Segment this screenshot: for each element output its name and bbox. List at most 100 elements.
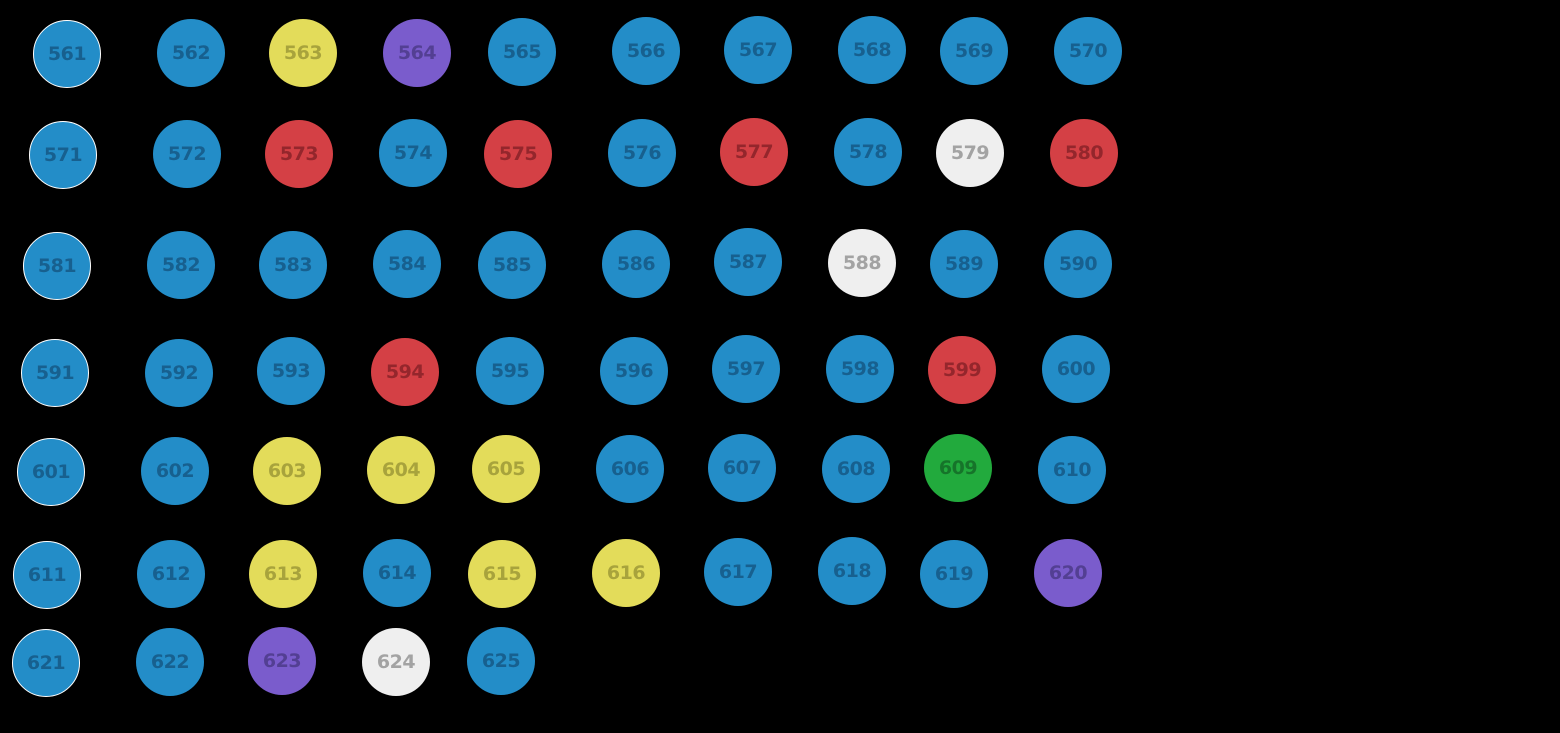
number-ball-blue[interactable]: 572 [153,120,221,188]
number-ball-blue[interactable]: 576 [608,119,676,187]
ball-number-label: 598 [840,358,880,380]
number-ball-white[interactable]: 624 [362,628,430,696]
number-ball-blue[interactable]: 561 [33,20,101,88]
number-ball-blue[interactable]: 625 [467,627,535,695]
ball-number-label: 600 [1056,358,1096,380]
number-ball-red[interactable]: 577 [720,118,788,186]
ball-number-label: 564 [397,42,437,64]
ball-number-label: 569 [954,40,994,62]
number-ball-blue[interactable]: 618 [818,537,886,605]
number-ball-blue[interactable]: 617 [704,538,772,606]
number-ball-blue[interactable]: 607 [708,434,776,502]
ball-number-label: 604 [381,459,421,481]
ball-number-label: 596 [614,360,654,382]
number-ball-blue[interactable]: 585 [478,231,546,299]
ball-number-label: 572 [167,143,207,165]
number-ball-blue[interactable]: 596 [600,337,668,405]
number-ball-blue[interactable]: 622 [136,628,204,696]
number-ball-blue[interactable]: 606 [596,435,664,503]
number-ball-red[interactable]: 573 [265,120,333,188]
number-ball-blue[interactable]: 612 [137,540,205,608]
number-ball-yellow[interactable]: 604 [367,436,435,504]
number-ball-blue[interactable]: 581 [23,232,91,300]
number-ball-blue[interactable]: 602 [141,437,209,505]
number-ball-yellow[interactable]: 615 [468,540,536,608]
number-ball-blue[interactable]: 592 [145,339,213,407]
number-ball-yellow[interactable]: 563 [269,19,337,87]
number-ball-blue[interactable]: 619 [920,540,988,608]
ball-number-label: 585 [492,254,532,276]
number-ball-blue[interactable]: 587 [714,228,782,296]
number-ball-blue[interactable]: 583 [259,231,327,299]
number-ball-blue[interactable]: 589 [930,230,998,298]
number-ball-blue[interactable]: 571 [29,121,97,189]
ball-number-label: 607 [722,457,762,479]
ball-number-label: 615 [482,563,522,585]
number-ball-red[interactable]: 599 [928,336,996,404]
number-ball-blue[interactable]: 611 [13,541,81,609]
number-ball-blue[interactable]: 614 [363,539,431,607]
number-ball-purple[interactable]: 620 [1034,539,1102,607]
number-ball-red[interactable]: 575 [484,120,552,188]
number-ball-blue[interactable]: 600 [1042,335,1110,403]
ball-number-label: 589 [944,253,984,275]
ball-number-label: 567 [738,39,778,61]
ball-number-label: 563 [283,42,323,64]
ball-number-label: 562 [171,42,211,64]
number-ball-blue[interactable]: 595 [476,337,544,405]
number-ball-blue[interactable]: 582 [147,231,215,299]
number-ball-blue[interactable]: 610 [1038,436,1106,504]
number-ball-blue[interactable]: 574 [379,119,447,187]
number-ball-yellow[interactable]: 603 [253,437,321,505]
number-ball-blue[interactable]: 601 [17,438,85,506]
number-ball-red[interactable]: 580 [1050,119,1118,187]
number-ball-blue[interactable]: 591 [21,339,89,407]
number-ball-blue[interactable]: 578 [834,118,902,186]
ball-number-label: 561 [47,43,87,65]
ball-number-label: 587 [728,251,768,273]
number-ball-blue[interactable]: 593 [257,337,325,405]
number-ball-blue[interactable]: 590 [1044,230,1112,298]
number-ball-blue[interactable]: 608 [822,435,890,503]
number-ball-purple[interactable]: 623 [248,627,316,695]
number-ball-blue[interactable]: 584 [373,230,441,298]
number-ball-blue[interactable]: 597 [712,335,780,403]
ball-number-label: 608 [836,458,876,480]
ball-number-label: 617 [718,561,758,583]
ball-number-label: 581 [37,255,77,277]
ball-number-label: 577 [734,141,774,163]
ball-number-label: 597 [726,358,766,380]
number-ball-white[interactable]: 579 [936,119,1004,187]
number-ball-green[interactable]: 609 [924,434,992,502]
number-ball-blue[interactable]: 569 [940,17,1008,85]
ball-number-label: 610 [1052,459,1092,481]
number-ball-yellow[interactable]: 605 [472,435,540,503]
ball-number-label: 590 [1058,253,1098,275]
number-ball-blue[interactable]: 570 [1054,17,1122,85]
number-ball-yellow[interactable]: 616 [592,539,660,607]
number-ball-purple[interactable]: 564 [383,19,451,87]
number-ball-blue[interactable]: 586 [602,230,670,298]
ball-number-label: 594 [385,361,425,383]
number-ball-blue[interactable]: 566 [612,17,680,85]
number-ball-blue[interactable]: 565 [488,18,556,86]
ball-number-label: 570 [1068,40,1108,62]
number-ball-red[interactable]: 594 [371,338,439,406]
ball-number-label: 576 [622,142,662,164]
ball-number-label: 609 [938,457,978,479]
number-ball-blue[interactable]: 562 [157,19,225,87]
ball-number-label: 602 [155,460,195,482]
number-ball-blue[interactable]: 567 [724,16,792,84]
ball-number-label: 614 [377,562,417,584]
number-ball-white[interactable]: 588 [828,229,896,297]
ball-number-label: 574 [393,142,433,164]
number-ball-blue[interactable]: 621 [12,629,80,697]
ball-number-label: 592 [159,362,199,384]
number-ball-yellow[interactable]: 613 [249,540,317,608]
ball-number-label: 586 [616,253,656,275]
number-ball-blue[interactable]: 598 [826,335,894,403]
ball-number-label: 580 [1064,142,1104,164]
ball-number-label: 611 [27,564,67,586]
number-ball-blue[interactable]: 568 [838,16,906,84]
ball-number-label: 584 [387,253,427,275]
